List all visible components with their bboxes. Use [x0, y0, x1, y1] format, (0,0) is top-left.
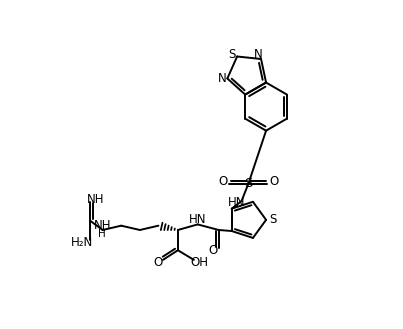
- Text: N: N: [254, 48, 263, 61]
- Text: S: S: [244, 177, 253, 190]
- Text: O: O: [269, 175, 278, 188]
- Text: HN: HN: [189, 213, 206, 226]
- Text: NH: NH: [87, 192, 104, 206]
- Text: HN: HN: [228, 196, 246, 209]
- Text: O: O: [154, 256, 163, 269]
- Text: OH: OH: [190, 256, 208, 269]
- Text: H: H: [98, 229, 105, 239]
- Text: O: O: [208, 244, 218, 257]
- Text: S: S: [270, 213, 277, 226]
- Text: O: O: [218, 175, 228, 188]
- Text: NH: NH: [94, 219, 111, 232]
- Text: N: N: [217, 72, 226, 85]
- Text: H₂N: H₂N: [71, 236, 93, 249]
- Text: S: S: [229, 48, 236, 61]
